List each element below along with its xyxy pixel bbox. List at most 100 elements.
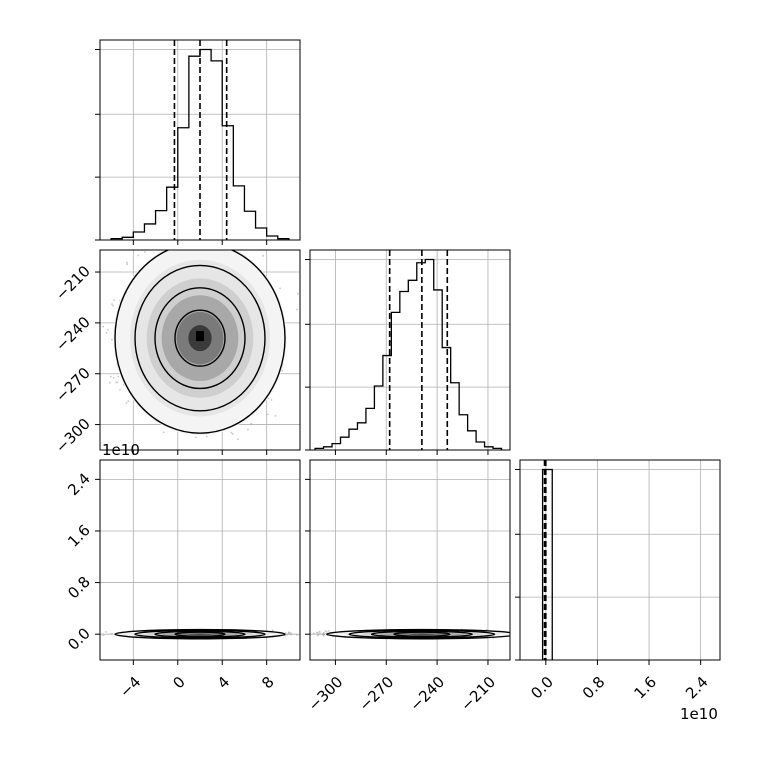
x-tick-label: 1.6: [631, 673, 661, 703]
contour-line: [114, 628, 286, 640]
x-tick-label: 0: [169, 673, 188, 692]
scatter-point: [170, 246, 172, 248]
contour-line: [174, 631, 226, 637]
scatter-point: [317, 633, 319, 636]
contour-line: [154, 287, 246, 390]
histogram-param2: [314, 258, 503, 450]
panel-frame-1-0: [99, 249, 301, 451]
panel-frame-2-1: [309, 459, 511, 661]
scatter-point: [290, 633, 293, 636]
scatter-point: [296, 634, 298, 636]
panel-frame-1-1: [309, 249, 511, 451]
density-panel-2-1: [301, 628, 517, 640]
scatter-point: [304, 332, 306, 334]
contour-line: [174, 309, 226, 367]
scatter-point: [126, 263, 129, 266]
scatter-point: [173, 246, 175, 248]
scatter-point: [237, 438, 239, 441]
x-tick-label: 0.8: [579, 673, 609, 703]
y-tick-label: −240: [52, 313, 94, 355]
contour-line: [370, 630, 473, 638]
scatter-point: [109, 381, 111, 384]
x-tick-label: 8: [258, 673, 277, 692]
scatter-point: [113, 299, 116, 302]
scatter-point: [301, 330, 303, 332]
scatter-point: [296, 308, 299, 311]
scatter-point: [485, 628, 488, 631]
scatter-point: [127, 400, 130, 403]
scatter-point: [58, 356, 60, 358]
scatter-point: [222, 247, 224, 249]
x-tick-label: −210: [457, 673, 499, 715]
offset-label-param1: 1e10: [102, 441, 140, 459]
x-tick-label: −4: [116, 673, 144, 701]
scatter-point: [322, 632, 325, 635]
scatter-point: [194, 436, 197, 439]
scatter-point: [515, 634, 517, 636]
scatter-point: [105, 331, 108, 334]
scatter-point: [284, 634, 287, 637]
scatter-point: [138, 242, 140, 244]
scatter-point: [205, 435, 208, 438]
y-tick-label: −210: [52, 262, 94, 304]
scatter-point: [110, 632, 113, 635]
scatter-point: [304, 390, 306, 392]
scatter-point: [112, 376, 115, 379]
contour-line: [134, 264, 266, 412]
x-tick-label: 4: [214, 673, 233, 692]
scatter-point: [105, 630, 108, 633]
y-tick-label: −270: [52, 364, 94, 406]
scatter-point: [270, 399, 273, 401]
contour-line: [134, 629, 266, 639]
density-peak: [196, 331, 204, 342]
scatter-point: [209, 246, 211, 248]
density-panel-1-0: [58, 242, 306, 441]
scatter-point: [90, 347, 92, 349]
scatter-point: [325, 631, 328, 633]
contour-line: [393, 631, 451, 637]
scatter-point: [246, 428, 249, 431]
scatter-point: [107, 328, 109, 331]
scatter-point: [230, 431, 233, 434]
density-level: [188, 633, 212, 635]
panel-bg-2-1: [310, 460, 510, 660]
contour-line: [348, 629, 496, 639]
panel-frames: [99, 39, 721, 661]
contour-line: [154, 630, 246, 638]
panel-bg-2-2: [520, 460, 720, 660]
scatter-point: [301, 634, 303, 636]
scatter-point: [281, 369, 284, 372]
scatter-point: [137, 254, 140, 257]
scatter-point: [290, 632, 292, 634]
panel-frame-0-0: [99, 39, 301, 241]
scatter-point: [144, 246, 146, 248]
y-tick-label: 0.0: [64, 624, 94, 654]
y-tick-label: 0.8: [64, 573, 94, 603]
scatter-point: [102, 325, 105, 328]
scatter-point: [128, 244, 130, 246]
scatter-point: [305, 635, 307, 637]
scatter-point: [117, 375, 120, 378]
scatter-point: [317, 631, 320, 634]
data-layer: [58, 40, 553, 660]
y-tick-label: 2.4: [64, 469, 94, 499]
scatter-point: [95, 631, 97, 633]
scatter-point: [303, 636, 305, 638]
scatter-point: [271, 629, 274, 632]
scatter-point: [162, 431, 165, 434]
scatter-point: [287, 631, 290, 634]
scatter-point: [115, 381, 117, 384]
scatter-point: [111, 303, 113, 306]
scatter-point: [111, 338, 113, 341]
scatter-point: [512, 633, 514, 635]
panel-frame-2-0: [99, 459, 301, 661]
scatter-point: [312, 632, 315, 634]
scatter-point: [125, 402, 128, 404]
density-panel-2-0: [95, 628, 300, 640]
scatter-point: [274, 414, 277, 417]
scatter-point: [126, 261, 128, 264]
scatter-point: [514, 634, 516, 636]
scatter-point: [296, 292, 299, 295]
density-level: [408, 633, 435, 635]
